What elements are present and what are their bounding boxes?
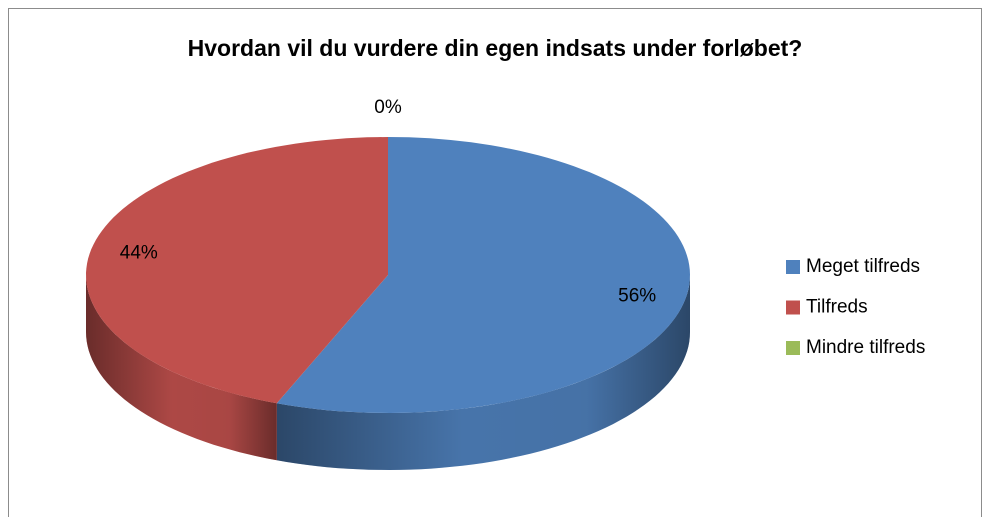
data-label: 0% <box>374 97 402 118</box>
legend-label: Mindre tilfreds <box>806 337 925 358</box>
chart-title: Hvordan vil du vurdere din egen indsats … <box>188 35 803 61</box>
legend-swatch <box>786 341 800 355</box>
legend-swatch <box>786 260 800 274</box>
data-label: 44% <box>120 242 158 263</box>
legend-swatch <box>786 300 800 315</box>
legend-label: Tilfreds <box>806 297 868 318</box>
side-shade <box>86 275 277 461</box>
slice <box>86 137 388 404</box>
data-label: 56% <box>618 286 656 307</box>
slice <box>276 137 690 413</box>
side-shade <box>276 275 690 470</box>
legend-label: Meget tilfreds <box>806 256 920 277</box>
